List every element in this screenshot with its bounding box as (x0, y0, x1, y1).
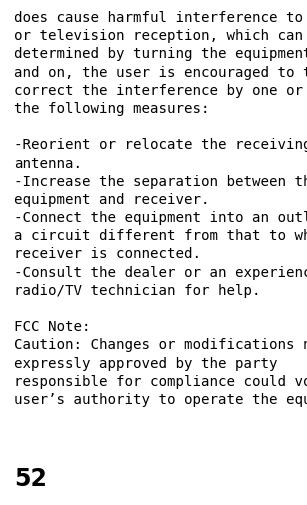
Text: does cause harmful interference to radio
or television reception, which can be
d: does cause harmful interference to radio… (14, 11, 307, 407)
Text: 52: 52 (14, 467, 47, 491)
